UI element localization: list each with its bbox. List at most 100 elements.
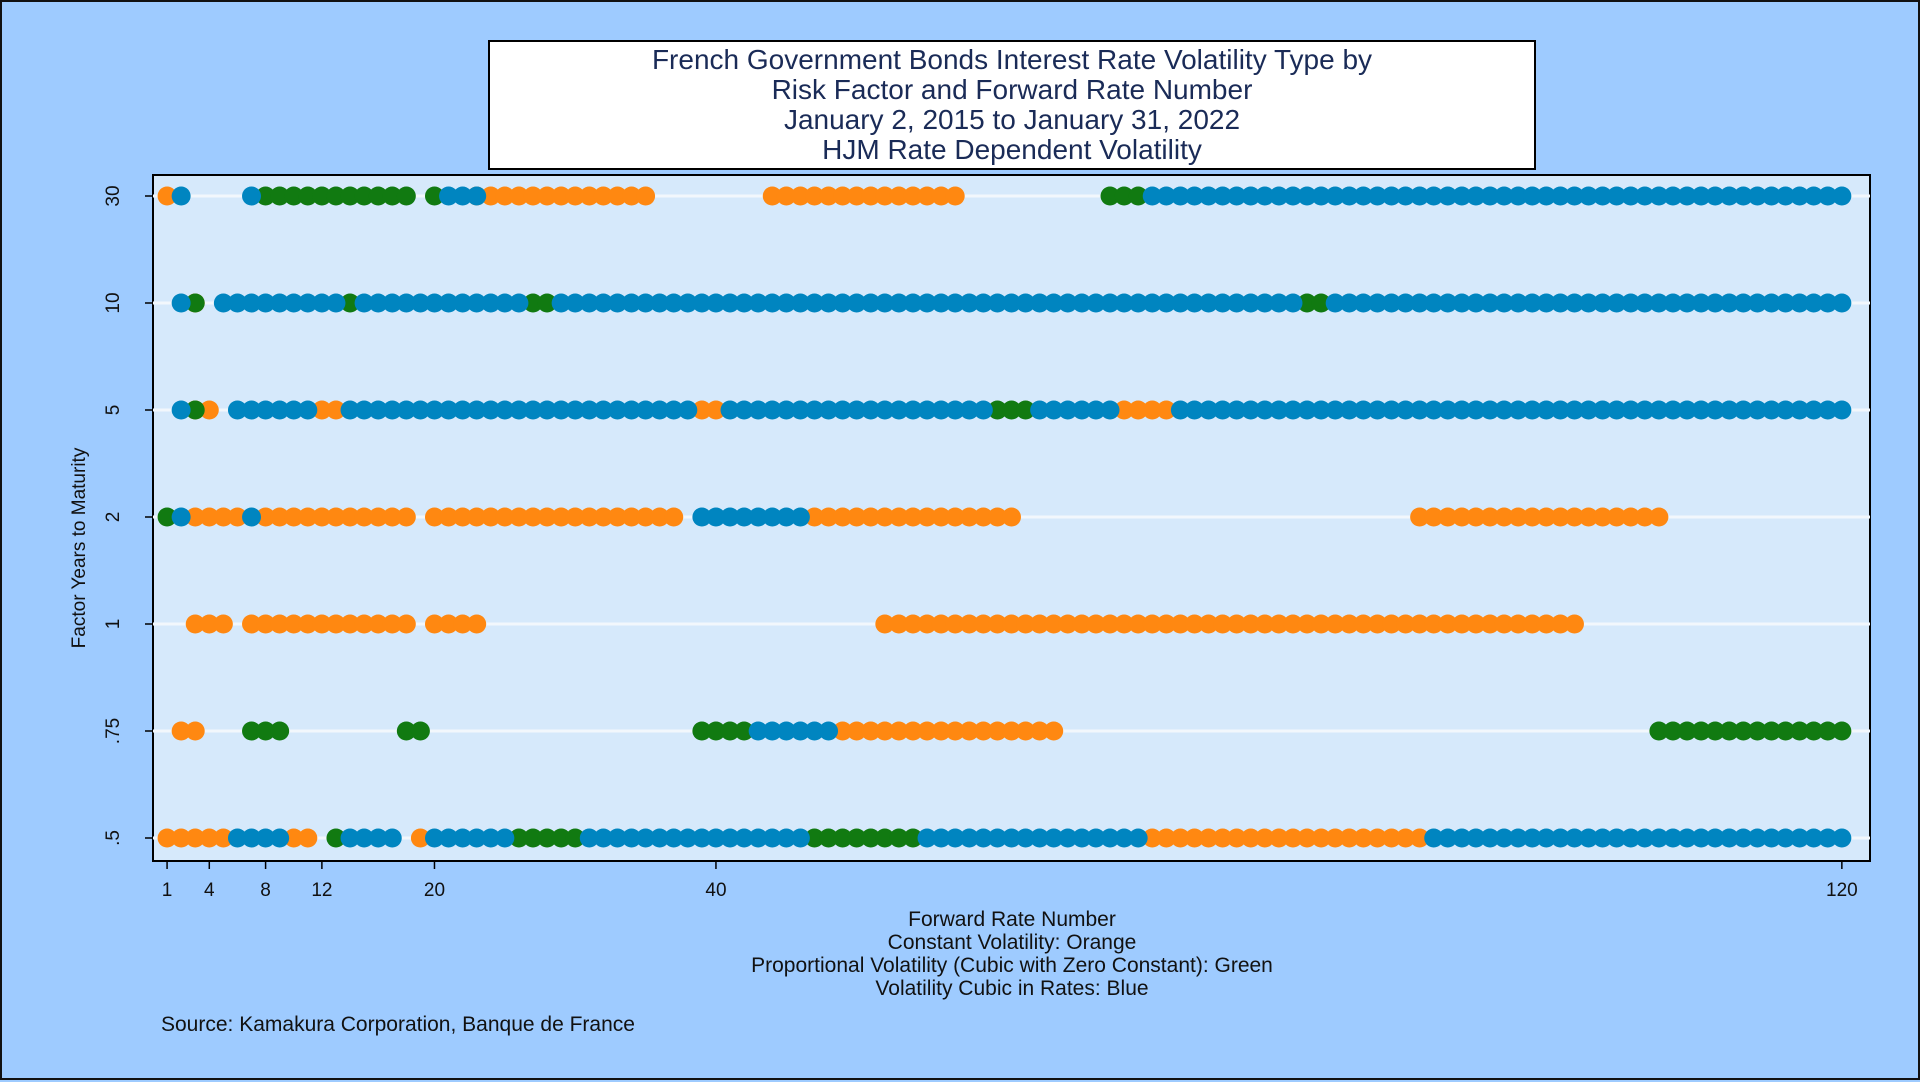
data-point-orange [1381,614,1401,634]
data-point-green [706,721,726,741]
data-point-blue [1550,828,1570,848]
x-tick-label: 12 [311,880,332,901]
data-point-blue [495,828,515,848]
data-point-blue [622,400,642,420]
data-point-green [987,400,1007,420]
data-point-blue [579,400,599,420]
data-point-blue [1269,400,1289,420]
data-point-blue [1058,828,1078,848]
data-point-blue [1283,293,1303,313]
data-point-blue [1325,400,1345,420]
data-point-blue [776,721,796,741]
data-point-blue [706,293,726,313]
data-point-orange [622,186,642,206]
data-point-orange [326,400,346,420]
data-point-orange [875,507,895,527]
data-point-blue [1691,186,1711,206]
data-point-orange [326,614,346,634]
data-point-orange [875,614,895,634]
data-point-blue [1705,828,1725,848]
data-point-blue [1410,293,1430,313]
data-point-orange [1550,614,1570,634]
data-point-blue [1241,400,1261,420]
data-point-orange [579,186,599,206]
data-point-blue [1621,828,1641,848]
data-point-blue [622,828,642,848]
data-point-blue [298,400,318,420]
data-point-blue [1804,828,1824,848]
data-point-orange [1227,828,1247,848]
data-point-orange [509,186,529,206]
data-point-blue [1705,293,1725,313]
data-point-blue [1227,293,1247,313]
data-point-blue [1030,293,1050,313]
data-point-blue [1424,293,1444,313]
data-point-blue [959,400,979,420]
data-point-orange [1410,507,1430,527]
data-point-blue [1438,293,1458,313]
data-point-orange [1114,614,1134,634]
data-point-orange [959,721,979,741]
data-point-green [270,186,290,206]
data-point-orange [903,614,923,634]
data-point-blue [242,507,262,527]
data-point-orange [340,507,360,527]
data-point-orange [1241,828,1261,848]
data-point-blue [1705,400,1725,420]
data-point-blue [1199,186,1219,206]
y-tick-label: 30 [103,185,124,206]
data-point-blue [1213,186,1233,206]
data-point-blue [1480,293,1500,313]
data-point-blue [1030,400,1050,420]
data-point-blue [1466,293,1486,313]
data-point-orange [1550,507,1570,527]
data-point-blue [748,400,768,420]
data-point-green [185,400,205,420]
data-point-orange [1522,614,1542,634]
data-point-blue [1550,293,1570,313]
data-point-orange [467,614,487,634]
data-point-blue [1396,293,1416,313]
data-point-blue [1086,828,1106,848]
data-point-blue [1494,293,1514,313]
data-point-orange [931,507,951,527]
data-point-green [284,186,304,206]
data-point-orange [1170,828,1190,848]
data-point-blue [1438,828,1458,848]
data-point-orange [270,614,290,634]
data-point-blue [1804,293,1824,313]
data-point-blue [875,293,895,313]
data-point-blue [1719,828,1739,848]
data-point-blue [1522,186,1542,206]
data-point-blue [1086,400,1106,420]
data-point-orange [1536,614,1556,634]
data-point-blue [636,293,656,313]
data-point-green [847,828,867,848]
data-point-orange [424,507,444,527]
data-point-orange [706,400,726,420]
data-point-blue [1494,828,1514,848]
data-point-orange [903,721,923,741]
data-point-orange [424,614,444,634]
data-point-blue [382,828,402,848]
data-point-orange [537,186,557,206]
data-point-orange [987,614,1007,634]
data-point-blue [1564,293,1584,313]
data-point-blue [1593,186,1613,206]
data-point-blue [1311,186,1331,206]
data-point-blue [1044,400,1064,420]
data-point-blue [1550,186,1570,206]
data-point-orange [593,186,613,206]
data-point-orange [1128,614,1148,634]
data-point-green [312,186,332,206]
data-point-green [382,186,402,206]
data-point-blue [1494,400,1514,420]
data-point-blue [1339,400,1359,420]
data-point-blue [1170,293,1190,313]
data-point-blue [1593,400,1613,420]
data-point-blue [959,828,979,848]
data-point-blue [650,828,670,848]
data-point-orange [256,507,276,527]
data-point-blue [1719,186,1739,206]
data-point-blue [762,507,782,527]
